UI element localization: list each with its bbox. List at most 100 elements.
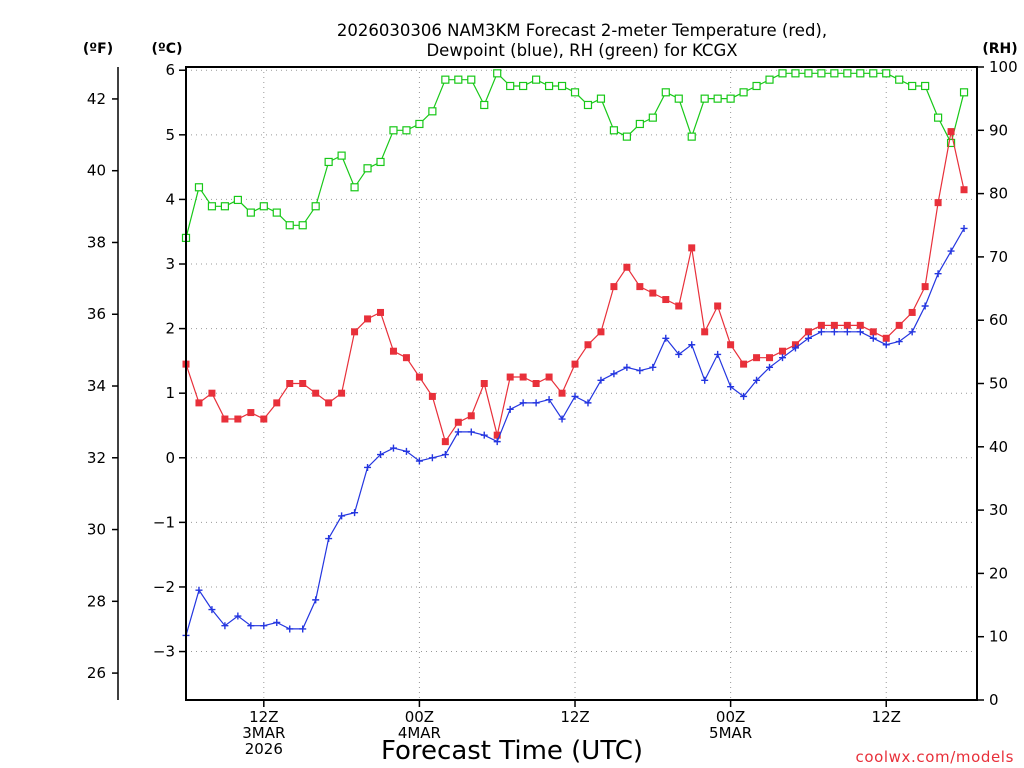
temperature-point: [610, 283, 618, 291]
fahrenheit-tick-label: 40: [87, 162, 106, 180]
celsius-axis: −3 −2 −1 0 1 2 3 4 5 6: [153, 61, 186, 661]
dewpoint-point: [441, 451, 449, 459]
temperature-point: [247, 409, 255, 417]
dewpoint-point: [286, 625, 294, 633]
temperature-point: [545, 373, 553, 381]
rh-point: [895, 75, 904, 84]
fahrenheit-tick-label: 38: [87, 233, 106, 251]
dewpoint-point: [960, 224, 968, 232]
temperature-point: [558, 389, 566, 397]
time-tick-label: 5MAR: [709, 724, 752, 742]
dewpoint-point: [364, 463, 372, 471]
dewpoint-point: [402, 447, 410, 455]
temperature-point: [740, 360, 748, 368]
dewpoint-point: [584, 399, 592, 407]
plot-frame: [185, 66, 978, 701]
dewpoint-point: [234, 612, 242, 620]
temperature-point: [299, 380, 307, 387]
rh-point: [194, 183, 204, 192]
dewpoint-point: [325, 535, 333, 543]
dewpoint-point: [636, 367, 644, 375]
temperature-point: [778, 347, 786, 355]
rh-tick-label: 80: [989, 185, 1008, 203]
temperature-point: [869, 328, 877, 336]
temperature-point: [234, 415, 242, 423]
rh-point: [376, 157, 385, 167]
dewpoint-point: [351, 509, 359, 517]
dewpoint-point: [701, 376, 709, 384]
temperature-point: [895, 321, 903, 329]
rh-point: [350, 183, 359, 192]
rh-point: [596, 94, 606, 103]
temperature-point: [584, 341, 592, 349]
dewpoint-point: [312, 596, 320, 604]
rh-tick-label: 70: [989, 248, 1008, 266]
temperature-point: [467, 412, 475, 420]
dewpoint-point: [688, 341, 696, 349]
rh-point: [441, 75, 450, 84]
dewpoint-point: [467, 428, 475, 436]
rh-point: [791, 69, 800, 78]
dewpoint-point: [649, 363, 657, 371]
rh-point: [557, 81, 567, 91]
temperature-point: [662, 296, 670, 304]
dewpoint-point: [947, 247, 955, 255]
fahrenheit-tick-label: 32: [87, 449, 106, 467]
rh-point: [856, 69, 865, 78]
rh-point: [480, 100, 489, 110]
temperature-point: [338, 389, 346, 397]
time-tick-label: 3MAR: [242, 724, 285, 742]
rh-point: [285, 221, 294, 230]
time-tick-label: 00Z: [405, 708, 434, 726]
rh-point: [519, 81, 528, 91]
temperature-point: [804, 328, 812, 336]
temperature-point: [960, 186, 968, 194]
rh-point: [544, 81, 554, 91]
temperature-point: [325, 399, 333, 407]
temperature-point: [441, 438, 449, 446]
series-rh: [181, 69, 969, 243]
dewpoint-point: [338, 512, 346, 520]
rh-point: [583, 100, 593, 110]
grid-lines: [186, 67, 977, 700]
dewpoint-point: [389, 444, 397, 452]
rh-tick-label: 40: [989, 438, 1008, 456]
temperature-point: [817, 321, 825, 329]
rh-tick-label: 90: [989, 121, 1008, 139]
rh-point: [635, 119, 644, 129]
rh-point: [765, 75, 774, 84]
dewpoint-point: [830, 328, 838, 336]
dewpoint-point: [856, 328, 864, 336]
dewpoint-point: [247, 622, 255, 630]
rh-point: [337, 151, 346, 160]
rh-point: [869, 69, 878, 78]
rh-point: [220, 202, 230, 211]
dewpoint-point: [778, 354, 786, 362]
rh-point: [700, 94, 709, 103]
temperature-point: [415, 373, 423, 381]
dewpoint-point: [804, 334, 812, 342]
dewpoint-point: [571, 392, 579, 400]
rh-point: [622, 132, 631, 141]
dewpoint-point: [610, 370, 618, 378]
rh-axis-label: (RH): [982, 41, 1017, 57]
celsius-tick-label: −3: [153, 643, 175, 661]
rh-point: [687, 132, 696, 141]
rh-point: [415, 119, 424, 129]
rh-point: [428, 107, 437, 116]
rh-point: [389, 126, 398, 135]
temperature-point: [493, 431, 501, 439]
temperature-point: [364, 315, 372, 323]
temperature-point: [649, 289, 657, 297]
temperature-point: [753, 354, 761, 362]
temperature-point: [908, 308, 916, 316]
temperature-point: [273, 399, 281, 407]
rh-tick-label: 50: [989, 375, 1008, 393]
dewpoint-point: [519, 399, 527, 407]
temperature-point: [688, 244, 696, 252]
temperature-point: [480, 380, 488, 387]
fahrenheit-tick-label: 26: [87, 664, 106, 682]
rh-point: [207, 202, 217, 211]
